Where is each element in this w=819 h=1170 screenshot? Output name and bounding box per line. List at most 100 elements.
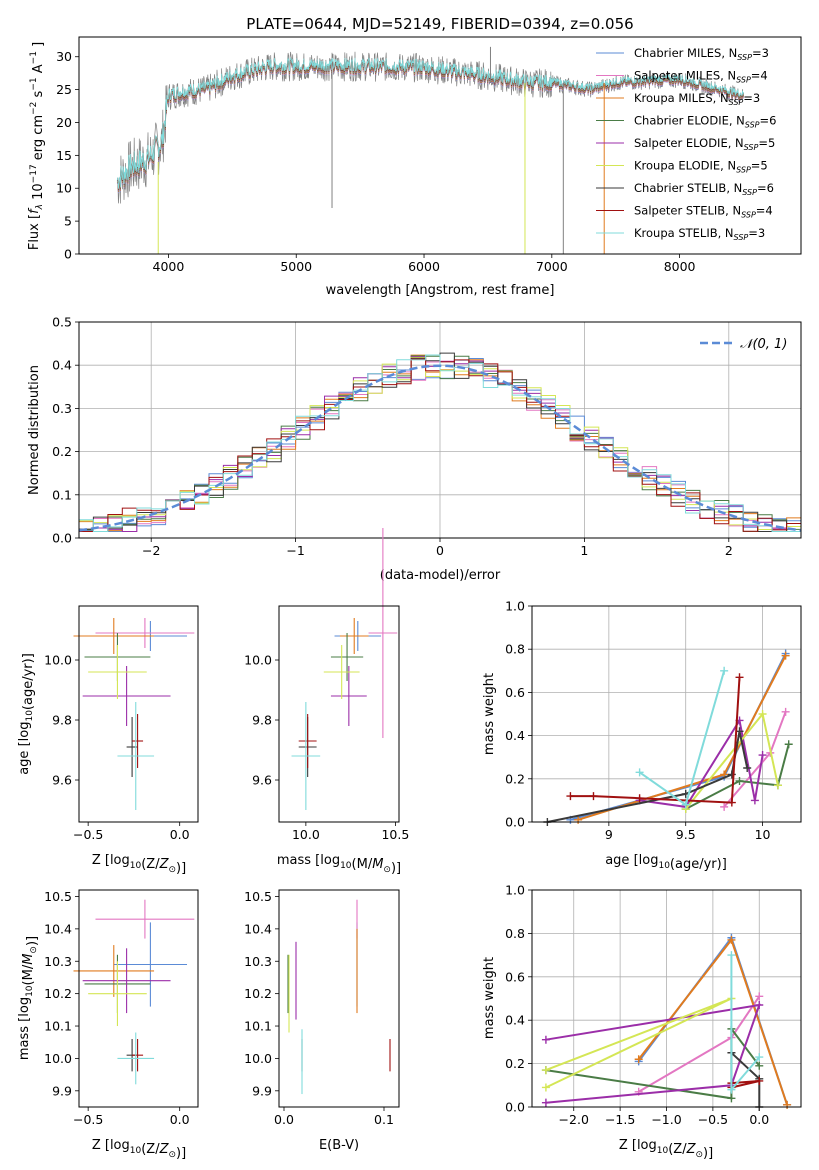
y-tick-label: 0.8 <box>505 926 525 941</box>
weight-marker <box>589 792 598 801</box>
x-tick-label: 6000 <box>408 259 440 274</box>
residuals-xlabel: (data-model)/error <box>380 568 501 583</box>
y-tick-label: 10.0 <box>44 1051 72 1066</box>
weight-marker <box>783 1100 792 1109</box>
weight-marker <box>681 800 690 809</box>
x-tick-label: 0.0 <box>170 1112 190 1127</box>
z_age-ylabel: age [log10(age/yr)] <box>17 653 36 775</box>
weight-marker <box>755 1076 764 1085</box>
y-tick-label: 10.4 <box>244 921 272 936</box>
y-tick-label: 9.9 <box>252 1083 272 1098</box>
legend-label: Kroupa ELODIE, NSSP=5 <box>634 159 768 175</box>
y-tick-label: 10.3 <box>44 954 72 969</box>
y-tick-label: 5 <box>64 214 72 229</box>
weight-marker <box>784 740 793 749</box>
legend-label: Salpeter ELODIE, NSSP=5 <box>634 136 775 152</box>
y-tick-label: 0 <box>64 247 72 262</box>
weight-marker <box>758 751 767 760</box>
z_age-axes: −0.5 0.0 9.6 9.8 10.0 <box>44 653 190 843</box>
weight-marker <box>755 992 764 1001</box>
y-tick-label: 10.1 <box>244 1019 272 1034</box>
legend-label: Salpeter MILES, NSSP=4 <box>634 69 768 85</box>
weight-marker <box>574 815 583 824</box>
weight-marker <box>781 707 790 716</box>
ebv_mass-points <box>287 899 391 1095</box>
z_weight-xlabel: Z [log10(Z/Z⊙)] <box>619 1138 713 1161</box>
weight-line-salpeter_elodie <box>545 1003 761 1104</box>
weight-line-kroupa_stelib <box>639 670 726 807</box>
figure-title: PLATE=0644, MJD=52149, FIBERID=0394, z=0… <box>246 15 633 33</box>
x-tick-label: 0.1 <box>374 1112 394 1127</box>
weight-marker <box>635 768 644 777</box>
y-tick-label: 10.2 <box>44 986 72 1001</box>
x-tick-label: −2.0 <box>559 1112 589 1127</box>
mass_age-xlabel: mass [log10(M/M⊙)] <box>277 853 401 876</box>
y-tick-label: 30 <box>56 49 72 64</box>
x-tick-label: 0 <box>436 543 444 558</box>
x-tick-label: 10.0 <box>292 827 320 842</box>
weight-marker <box>635 794 644 803</box>
weight-marker <box>566 792 575 801</box>
y-tick-label: 9.8 <box>252 713 272 728</box>
y-tick-label: 0.4 <box>505 1013 525 1028</box>
ebv_mass-frame <box>278 889 400 1108</box>
x-tick-label: 0.0 <box>170 827 190 842</box>
legend-label: 𝒩(0, 1) <box>740 337 787 352</box>
y-tick-label: 10.5 <box>244 889 272 904</box>
y-tick-label: 0.2 <box>505 1056 525 1071</box>
y-tick-label: 9.6 <box>52 773 72 788</box>
legend-label: Kroupa MILES, NSSP=3 <box>634 91 760 107</box>
weight-marker <box>735 673 744 682</box>
weight-marker <box>541 1066 550 1075</box>
y-tick-label: 0.5 <box>52 315 72 330</box>
spectrum-lines <box>116 46 744 254</box>
weight-marker <box>773 781 782 790</box>
weight-marker <box>755 1001 764 1010</box>
z_mass-axes: −0.5 0.0 9.9 10.0 10.1 10.2 10.3 10.4 10.5 <box>44 889 190 1127</box>
weight-marker <box>758 710 767 718</box>
x-tick-label: 0.0 <box>749 1112 769 1127</box>
y-tick-label: 10.2 <box>244 986 272 1001</box>
x-tick-label: −1 <box>286 543 304 558</box>
spectrum-axes: 4000 5000 6000 7000 8000 0 5 10 15 20 25 30 <box>56 49 695 274</box>
weight-marker <box>750 796 759 805</box>
x-tick-label: −0.5 <box>73 827 103 842</box>
z_weight-frame <box>531 889 802 1108</box>
x-tick-label: 10.5 <box>381 827 409 842</box>
weight-marker <box>727 798 736 807</box>
residuals-ylabel: Normed distribution <box>27 365 42 495</box>
x-tick-label: 9.5 <box>676 827 696 842</box>
age_weight-xlabel: age [log10(age/yr)] <box>605 853 727 872</box>
y-tick-label: 15 <box>56 148 72 163</box>
x-tick-label: 2 <box>725 543 733 558</box>
y-tick-label: 10.4 <box>44 921 72 936</box>
x-tick-label: 8000 <box>664 259 696 274</box>
weight-marker <box>541 1035 550 1044</box>
legend-label: Salpeter STELIB, NSSP=4 <box>634 204 773 220</box>
x-tick-label: −1.0 <box>651 1112 681 1127</box>
y-tick-label: 10.5 <box>44 889 72 904</box>
weight-line-kroupa_stelib <box>730 955 761 1093</box>
legend-label: Kroupa STELIB, NSSP=3 <box>634 226 765 242</box>
y-tick-label: 10.1 <box>44 1019 72 1034</box>
z_age-points <box>73 618 195 810</box>
ebv_mass-axes: 0.0 0.1 9.9 10.0 10.1 10.2 10.3 10.4 10.5 <box>244 889 394 1127</box>
age_weight-ylabel: mass weight <box>482 673 497 755</box>
weight-line-salpeter_elodie <box>639 717 764 808</box>
weight-marker <box>720 802 729 811</box>
x-tick-label: 5000 <box>280 259 312 274</box>
legend-label: Chabrier STELIB, NSSP=6 <box>634 181 774 197</box>
weight-marker <box>781 651 790 660</box>
weight-marker <box>720 666 729 675</box>
y-tick-label: 10 <box>56 181 72 196</box>
z_mass-frame <box>78 889 199 1108</box>
y-tick-label: 1.0 <box>505 599 525 614</box>
y-tick-label: 0.0 <box>52 531 72 546</box>
y-tick-label: 9.6 <box>252 773 272 788</box>
weight-marker <box>727 1094 736 1103</box>
y-tick-label: 1.0 <box>505 883 525 898</box>
x-tick-label: −0.5 <box>73 1112 103 1127</box>
spectrum-xlabel: wavelength [Angstrom, rest frame] <box>326 283 555 298</box>
y-tick-label: 0.6 <box>505 685 525 700</box>
y-tick-label: 10.0 <box>44 653 72 668</box>
